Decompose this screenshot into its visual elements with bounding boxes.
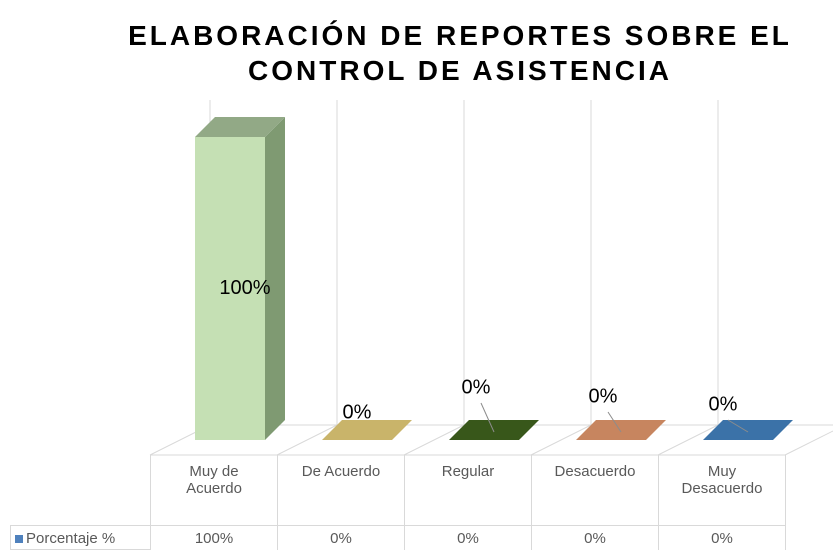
data-label: 0% [589,385,618,407]
legend-swatch [15,535,23,543]
table-value-cell: 0% [404,525,531,550]
leader-line [480,402,495,433]
floor-line [403,424,465,456]
data-label: 0% [343,401,372,423]
floor-line [657,424,719,456]
legend-cell: Porcentaje % [10,525,150,550]
floor-line [530,424,592,456]
category-cell: Regular [404,455,531,525]
bar-top [576,420,666,440]
table-value-cell: 100% [150,525,277,550]
bar-top [195,117,285,137]
leader-line [607,411,622,433]
category-cell: Muy de Acuerdo [150,455,277,525]
table-edge [785,455,786,550]
leader-line [727,419,749,433]
bar-top [703,420,793,440]
bar-side [265,117,285,440]
data-label: 0% [709,393,738,415]
category-cell: Muy Desacuerdo [658,455,785,525]
data-label: 0% [462,376,491,398]
bar-top [322,420,412,440]
category-cell: Desacuerdo [531,455,658,525]
floor-line [276,424,338,456]
table-value-cell: 0% [658,525,785,550]
bar-top [449,420,539,440]
table-value-cell: 0% [277,525,404,550]
chart-title: ELABORACIÓN DE REPORTES SOBRE EL CONTROL… [128,20,792,86]
bar-front [195,137,265,440]
floor-line [784,430,833,456]
table-value-cell: 0% [531,525,658,550]
legend-label: Porcentaje % [26,530,116,547]
category-cell: De Acuerdo [277,455,404,525]
data-label: 100% [219,277,270,299]
